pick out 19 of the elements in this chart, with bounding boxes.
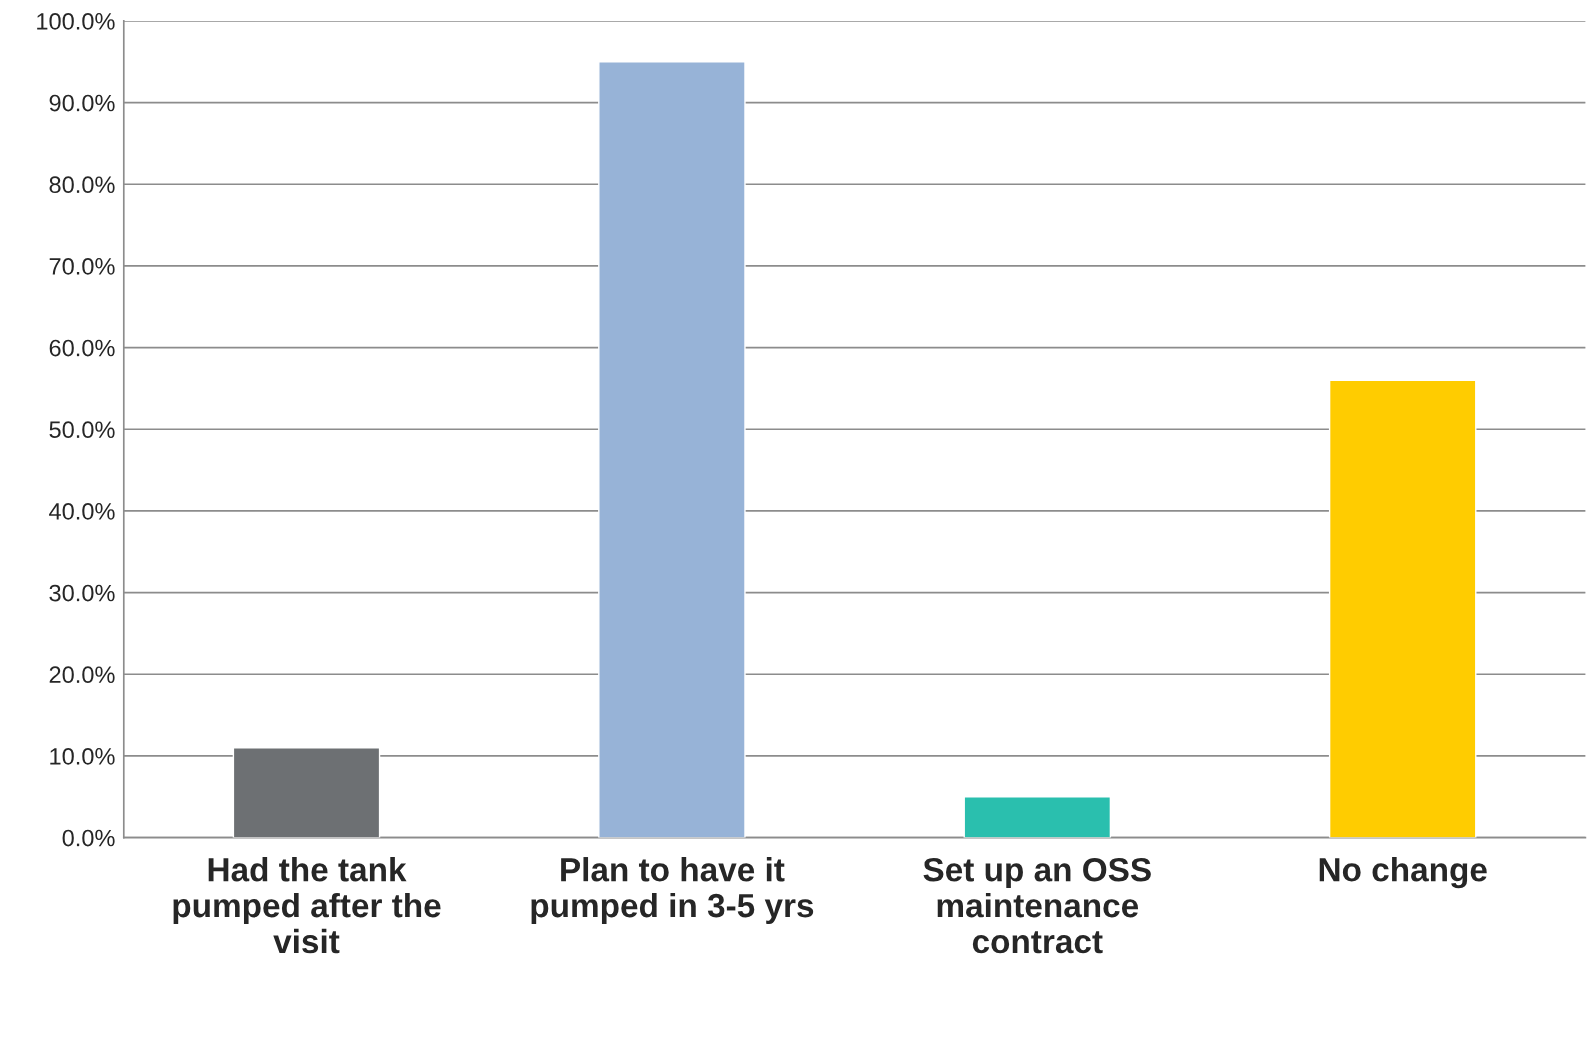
y-tick-label: 100.0% xyxy=(37,13,115,30)
bar xyxy=(1328,379,1477,838)
bar xyxy=(963,796,1112,838)
x-tick-label: No change xyxy=(1319,857,1487,889)
y-tick-label: 80.0% xyxy=(49,176,115,194)
y-tick-label: 90.0% xyxy=(49,94,115,112)
x-tick-label: Plan to have it pumped in 3-5 yrs xyxy=(531,857,814,925)
y-tick-label: 20.0% xyxy=(49,666,115,684)
y-tick-label: 30.0% xyxy=(49,584,115,602)
x-tick-label: Set up an OSS maintenance contract xyxy=(923,857,1151,954)
y-tick-label: 10.0% xyxy=(50,748,115,765)
bar xyxy=(598,61,746,838)
y-tick-label: 50.0% xyxy=(49,421,115,439)
y-tick-label: 0.0% xyxy=(62,829,115,847)
y-tick-label: 70.0% xyxy=(49,258,115,275)
y-tick-label: 60.0% xyxy=(49,339,115,357)
bar xyxy=(232,747,381,838)
x-tick-label: Had the tank pumped after the visit xyxy=(173,857,441,954)
y-tick-label: 40.0% xyxy=(49,503,115,520)
